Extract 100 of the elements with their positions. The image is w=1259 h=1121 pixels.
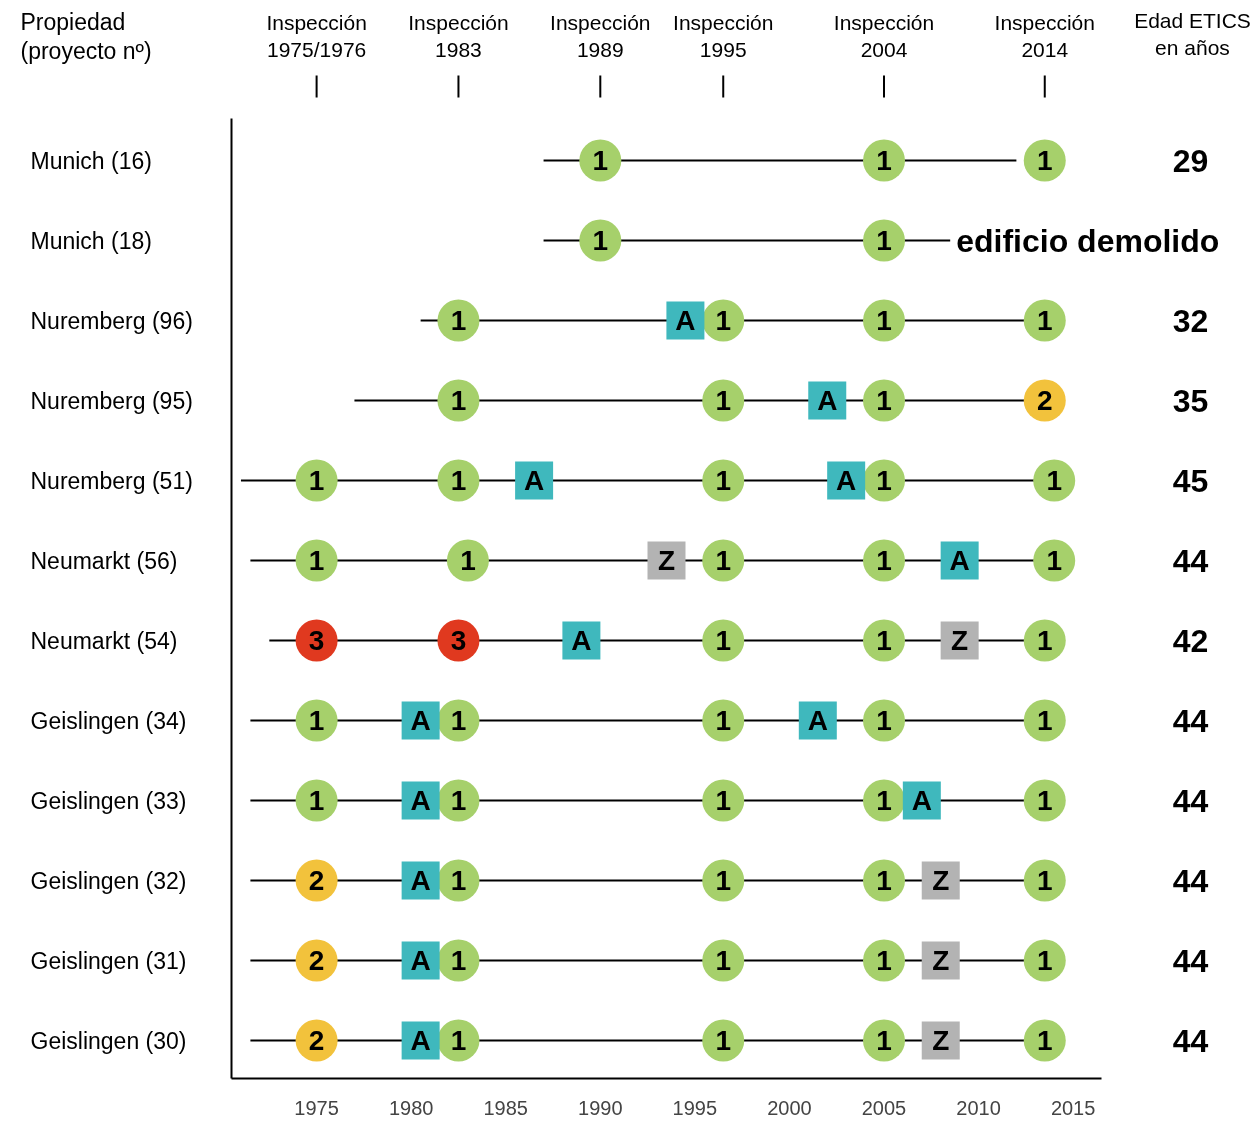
text: 1 [1036, 945, 1053, 976]
text: 2 [308, 945, 325, 976]
text: 1 [715, 305, 732, 336]
y2-tick-label: 44 [1172, 942, 1209, 979]
text: A [836, 465, 857, 496]
text: 3 [308, 625, 325, 656]
y-tick-label: Geislingen (33) [30, 787, 187, 814]
text: A [807, 705, 828, 736]
series-label: A [675, 305, 696, 336]
annotation: Inspección 1989 [550, 10, 651, 62]
text: 1 [715, 1025, 732, 1056]
y2-axis-title: Edad ETICS en años [1134, 8, 1251, 60]
text: Z [932, 1025, 950, 1056]
text: 1 [715, 545, 732, 576]
text: 1 [1036, 305, 1053, 336]
series-label: Z [657, 545, 676, 576]
y-tick-label: Neumarkt (56) [30, 547, 178, 574]
text: A [410, 865, 431, 896]
text: 1 [450, 945, 467, 976]
x-tick-label: 2015 [1050, 1096, 1096, 1119]
x-tick-label: 1995 [672, 1096, 718, 1119]
text: A [949, 545, 970, 576]
series-label: 3 [450, 625, 467, 656]
y2-tick-label: 44 [1172, 542, 1209, 579]
annotation: edificio demolido [956, 222, 1220, 259]
x-tick-label: 2000 [767, 1096, 812, 1119]
text: 1 [450, 705, 467, 736]
x-tick-label: 1990 [578, 1096, 623, 1119]
text: 1 [592, 145, 609, 176]
text: 1 [450, 385, 467, 416]
y2-tick-label: 44 [1172, 862, 1209, 899]
x-tick-label: 2005 [861, 1096, 907, 1119]
text: 1 [450, 865, 467, 896]
y-tick-label: Munich (18) [30, 227, 152, 254]
y2-tick-label: 29 [1172, 142, 1209, 179]
text: 1 [450, 1025, 467, 1056]
text: 1 [876, 385, 892, 416]
text: 1 [876, 865, 892, 896]
text: 1 [1036, 625, 1053, 656]
text: 1 [450, 785, 467, 816]
series-label: 2 [308, 1025, 325, 1056]
y2-tick-label: 42 [1172, 622, 1209, 659]
x-tick-label: 1975 [294, 1096, 339, 1119]
y-tick-label: Nuremberg (51) [30, 467, 193, 494]
text: 1 [1046, 465, 1063, 496]
text: 1 [876, 785, 892, 816]
y-tick-label: Geislingen (30) [30, 1027, 187, 1054]
text: 1 [715, 945, 732, 976]
text: 1 [1036, 1025, 1053, 1056]
text: 2 [308, 865, 325, 896]
text: 1 [876, 705, 892, 736]
y-tick-label: Neumarkt (54) [30, 627, 178, 654]
y-tick-label: Nuremberg (96) [30, 307, 193, 334]
text: Z [932, 945, 950, 976]
text: A [817, 385, 838, 416]
y2-tick-label: 32 [1172, 302, 1209, 339]
y-tick-label: Munich (16) [30, 147, 152, 174]
text: A [410, 705, 431, 736]
text: 1 [876, 545, 892, 576]
text: 1 [876, 145, 892, 176]
text: 1 [450, 465, 467, 496]
text: 1 [876, 1025, 892, 1056]
text: 1 [460, 545, 476, 576]
y-axis-title: Propiedad (proyecto nº) [20, 8, 152, 65]
annotation: Inspección 1995 [673, 10, 774, 62]
annotation: Inspección 2014 [994, 10, 1095, 62]
text: 1 [876, 225, 892, 256]
y2-tick-label: 44 [1172, 782, 1209, 819]
text: A [410, 1025, 431, 1056]
y2-tick-label: 44 [1172, 1022, 1209, 1059]
annotation: Inspección 1975/1976 [266, 10, 367, 62]
text: 1 [308, 785, 325, 816]
text: A [410, 945, 431, 976]
y2-tick-label: 44 [1172, 702, 1209, 739]
series-label: 1 [592, 225, 609, 256]
y-tick-label: Geislingen (31) [30, 947, 187, 974]
y-tick-label: Geislingen (34) [30, 707, 187, 734]
text: 1 [1046, 545, 1063, 576]
text: 1 [876, 465, 892, 496]
text: 1 [715, 385, 732, 416]
text: 1 [1036, 785, 1053, 816]
annotation: Inspección 2004 [833, 10, 935, 62]
text: 1 [1036, 145, 1053, 176]
x-tick-label: 1985 [483, 1096, 528, 1119]
text: 1 [715, 705, 732, 736]
text: 1 [1036, 865, 1053, 896]
y2-tick-label: 35 [1172, 382, 1209, 419]
text: 1 [715, 625, 732, 656]
text: 1 [450, 305, 467, 336]
text: A [410, 785, 431, 816]
x-tick-label: 2010 [956, 1096, 1001, 1119]
y2-tick-label: 45 [1172, 462, 1209, 499]
text: Z [951, 625, 969, 656]
text: 1 [308, 465, 325, 496]
text: A [571, 625, 592, 656]
text: A [524, 465, 545, 496]
text: 1 [308, 705, 325, 736]
text: Z [932, 865, 950, 896]
text: 1 [308, 545, 325, 576]
text: 2 [1036, 385, 1053, 416]
